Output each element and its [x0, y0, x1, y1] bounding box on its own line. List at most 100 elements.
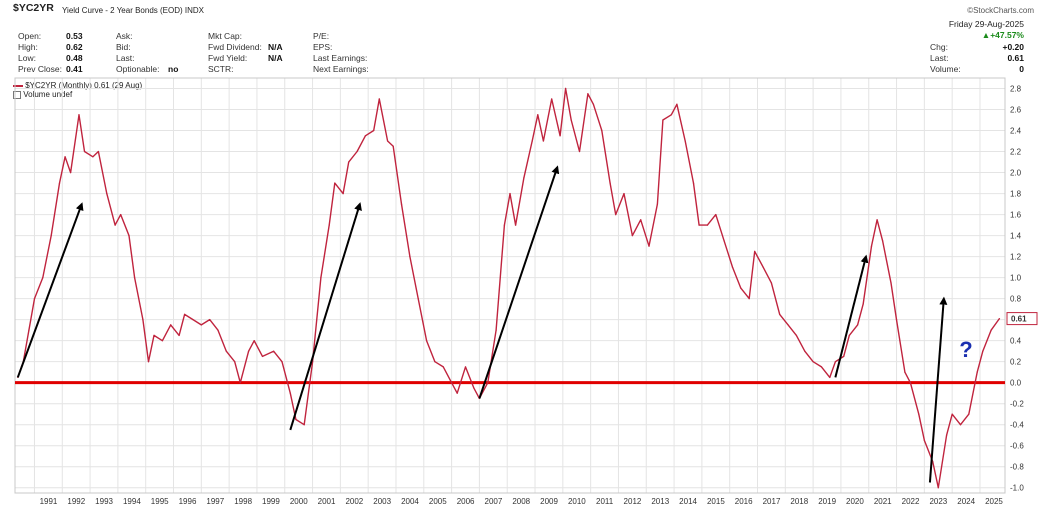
y-tick-label: 0.0	[1010, 379, 1022, 388]
stat-label: Next Earnings:	[313, 64, 369, 74]
x-tick-label: 1995	[151, 497, 169, 506]
data-point	[531, 140, 533, 142]
data-point	[946, 434, 948, 436]
y-tick-label: 1.2	[1010, 253, 1022, 262]
trend-arrow	[478, 165, 560, 399]
data-point	[542, 140, 544, 142]
axes: 2.82.62.42.22.01.81.61.41.21.00.80.60.40…	[14, 77, 1038, 506]
x-tick-label: 1993	[95, 497, 113, 506]
data-point	[253, 340, 255, 342]
data-point	[982, 350, 984, 352]
stat-value: N/A	[268, 53, 283, 63]
stat-label: Volume:	[930, 64, 961, 74]
data-point	[320, 277, 322, 279]
stat-label: Prev Close:	[18, 64, 62, 74]
legend-swatch	[13, 84, 23, 87]
data-point	[33, 298, 36, 300]
watermark: ©StockCharts.com	[967, 6, 1034, 15]
stat-value: 0.61	[1007, 53, 1024, 63]
data-point	[609, 182, 611, 184]
stat-value: 0.41	[66, 64, 83, 74]
data-point	[754, 250, 756, 252]
data-point	[303, 424, 305, 426]
series-line	[17, 87, 1000, 489]
data-point	[812, 361, 814, 363]
data-point	[261, 355, 264, 358]
stat-label: EPS:	[313, 42, 333, 52]
data-point	[895, 319, 898, 321]
data-point	[487, 382, 489, 384]
y-tick-label: 1.0	[1010, 274, 1022, 283]
data-point	[247, 350, 250, 352]
data-point	[417, 298, 419, 300]
stat-value: N/A	[268, 42, 283, 52]
stat-label: Last:	[116, 53, 135, 63]
data-point	[184, 313, 186, 315]
data-point	[409, 256, 411, 258]
data-point	[909, 382, 912, 384]
data-point	[97, 150, 100, 153]
data-point	[509, 192, 511, 195]
data-point	[804, 350, 806, 352]
legend-volume: Volume undef	[13, 89, 72, 100]
data-point	[83, 150, 86, 153]
data-point	[670, 114, 672, 116]
y-tick-label: -0.4	[1010, 421, 1024, 430]
data-point	[378, 98, 380, 100]
y-tick-label: 1.8	[1010, 190, 1022, 199]
data-point	[820, 366, 823, 368]
y-tick-label: 2.8	[1010, 85, 1022, 94]
stat-value: 0.62	[66, 42, 83, 52]
data-point	[289, 392, 291, 394]
data-point	[120, 213, 122, 216]
data-point	[795, 334, 798, 337]
data-point	[295, 418, 297, 421]
data-point	[692, 182, 695, 184]
data-point	[28, 329, 30, 331]
trend-arrow	[834, 254, 869, 378]
data-point	[495, 329, 497, 331]
data-point	[748, 298, 750, 300]
data-point	[153, 334, 155, 337]
stat-label: High:	[18, 42, 38, 52]
data-point	[857, 324, 859, 326]
x-tick-label: 2006	[457, 497, 475, 506]
data-point	[64, 156, 66, 158]
x-tick-label: 2023	[929, 497, 947, 506]
data-point	[656, 203, 658, 205]
data-point	[631, 234, 633, 237]
data-point	[473, 387, 475, 389]
series	[17, 87, 1001, 489]
data-point	[161, 340, 163, 342]
data-point	[676, 103, 678, 105]
stat-label: Fwd Dividend:	[208, 42, 262, 52]
data-point	[523, 177, 525, 179]
data-point	[425, 340, 428, 342]
x-tick-label: 1994	[123, 497, 141, 506]
data-point	[570, 119, 572, 121]
change-percent: ▲+47.57%	[981, 30, 1024, 40]
legend-volume-icon	[13, 90, 21, 99]
data-point	[170, 324, 172, 326]
y-tick-label: 0.8	[1010, 295, 1022, 304]
quote-date: Friday 29-Aug-2025	[948, 19, 1024, 29]
data-point	[400, 203, 403, 205]
data-point	[58, 182, 61, 184]
stat-value: 0.53	[66, 31, 83, 41]
data-point	[779, 313, 781, 315]
stat-label: Open:	[18, 31, 42, 41]
stat-value: 0	[1019, 64, 1024, 74]
data-point	[234, 361, 236, 363]
x-tick-label: 1998	[234, 497, 252, 506]
data-point	[951, 413, 953, 415]
data-point	[78, 114, 80, 116]
x-tick-label: 1996	[179, 497, 197, 506]
ticker-symbol: $YC2YR	[13, 2, 54, 14]
stat-label: Low:	[18, 53, 36, 63]
y-tick-label: -0.6	[1010, 442, 1024, 451]
stat-label: Ask:	[116, 31, 133, 41]
data-point	[565, 87, 567, 90]
data-point	[239, 382, 241, 384]
data-point	[364, 135, 366, 137]
data-point	[70, 171, 72, 174]
